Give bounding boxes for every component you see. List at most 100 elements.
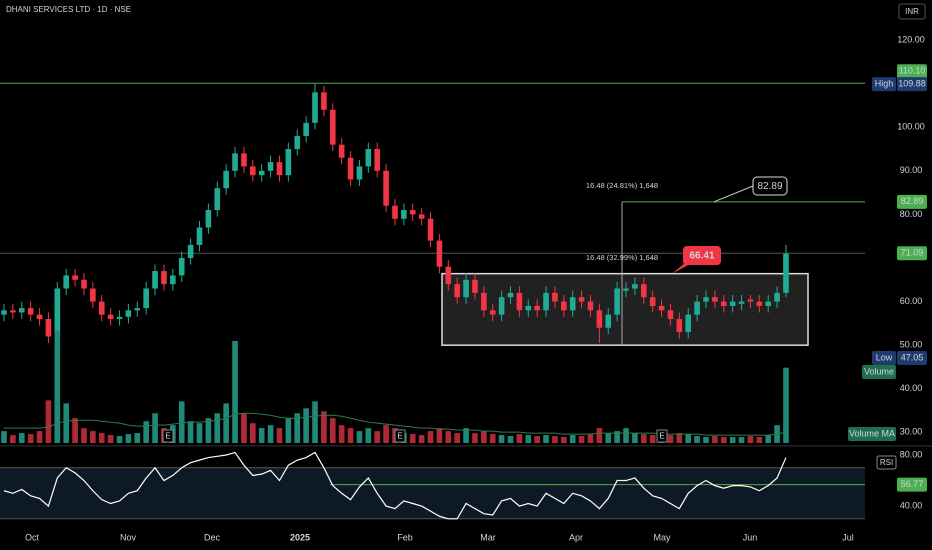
volume-bar [561, 437, 567, 443]
candle-body [720, 301, 727, 306]
candle-body [45, 319, 52, 337]
currency-box[interactable] [898, 3, 926, 20]
candle-body [676, 319, 683, 333]
volume-bar [267, 425, 274, 443]
x-tick-label: Oct [25, 532, 40, 542]
x-tick-label: 2025 [290, 532, 310, 542]
target-callout-pointer [713, 185, 754, 203]
candle-body [525, 305, 532, 311]
volume-bar [72, 418, 78, 443]
volume-bar [516, 434, 523, 443]
high-name-box [872, 77, 896, 92]
candle-body [321, 92, 327, 110]
event-label: E [165, 432, 170, 441]
x-tick-label: May [653, 532, 671, 542]
candle-body [712, 297, 718, 302]
candle-body [409, 210, 416, 215]
volume-bar [241, 413, 247, 443]
volume-bar [685, 434, 692, 443]
target-label-box [897, 194, 927, 209]
volume-bar [134, 433, 141, 443]
y-tick-label: 120.00 [897, 34, 925, 44]
event-box [394, 429, 406, 443]
candle-body [107, 314, 114, 320]
volume-bar [694, 436, 700, 443]
volume-bar [649, 435, 656, 443]
volume-bar [143, 421, 149, 443]
candle-body [667, 310, 674, 320]
candle-body [98, 301, 105, 315]
rsi-level-label-box [897, 477, 927, 492]
box-callout-box [683, 246, 721, 265]
volume-bar [409, 434, 416, 443]
x-tick-label: Jun [743, 532, 758, 542]
volume-bar [276, 428, 283, 443]
candle-body [232, 153, 238, 171]
candle-body [294, 135, 301, 150]
volume-bar [374, 431, 381, 443]
volume-bar [214, 413, 221, 443]
candle-body [534, 305, 540, 311]
candle-body [365, 149, 372, 167]
candle-body [587, 301, 594, 311]
volume-bar [463, 428, 469, 443]
volume-bar [481, 431, 487, 443]
volume-bar [720, 437, 727, 443]
volume-ma-label-box [848, 427, 896, 441]
candle-body [703, 297, 709, 302]
volume-bar [232, 340, 238, 443]
volume-bar [312, 401, 318, 443]
candle-body [134, 308, 141, 311]
box-callout: 66.41 [689, 251, 714, 262]
candle-body [578, 297, 585, 302]
volume-bar [116, 436, 123, 443]
candle-body [640, 284, 647, 298]
y-tick-label: 50.00 [900, 340, 923, 350]
y-tick-label: 40.00 [900, 383, 923, 393]
candle-body [694, 301, 700, 315]
volume-label-box [862, 365, 896, 379]
volume-bar [250, 423, 256, 443]
x-tick-label: Apr [569, 532, 583, 542]
event-box [162, 429, 174, 443]
candle-body [747, 299, 754, 302]
volume-bar [454, 433, 460, 443]
candle-body [374, 149, 381, 171]
volume-bar [63, 403, 70, 443]
candle-body [178, 258, 185, 276]
volume-bar [54, 331, 61, 443]
volume-bar [667, 435, 674, 443]
volume-bar [632, 433, 638, 443]
measure-lower: 16.48 (32.99%) 1,648 [586, 253, 658, 262]
currency[interactable]: INR [905, 7, 919, 16]
low-name-box [872, 351, 896, 366]
high-value: 109.88 [898, 79, 926, 89]
volume-bar [418, 435, 425, 443]
volume-bar [489, 434, 496, 443]
volume-bar [178, 401, 185, 443]
candle-body [36, 314, 43, 320]
last-price-label: 71.09 [901, 248, 924, 258]
target-callout: 82.89 [757, 181, 782, 192]
event-label: E [397, 432, 402, 441]
candle-body [472, 279, 478, 293]
target-callout-box [752, 176, 788, 196]
volume-bar [783, 367, 789, 443]
volume-bar [587, 434, 594, 443]
candle-body [10, 310, 16, 313]
volume-bar [712, 436, 718, 443]
candle-body [223, 170, 229, 189]
volume-bar [347, 428, 354, 443]
volume-ma [4, 412, 787, 436]
range-box [441, 272, 809, 346]
volume-bar [90, 431, 96, 443]
candle-body [205, 210, 212, 228]
y-tick-label: 60.00 [900, 296, 923, 306]
candle-body [401, 210, 407, 219]
candle-body [632, 284, 638, 289]
volume-bar [205, 418, 212, 443]
candle-body [214, 188, 221, 211]
volume-bar [552, 436, 558, 443]
candle-body [729, 301, 736, 306]
